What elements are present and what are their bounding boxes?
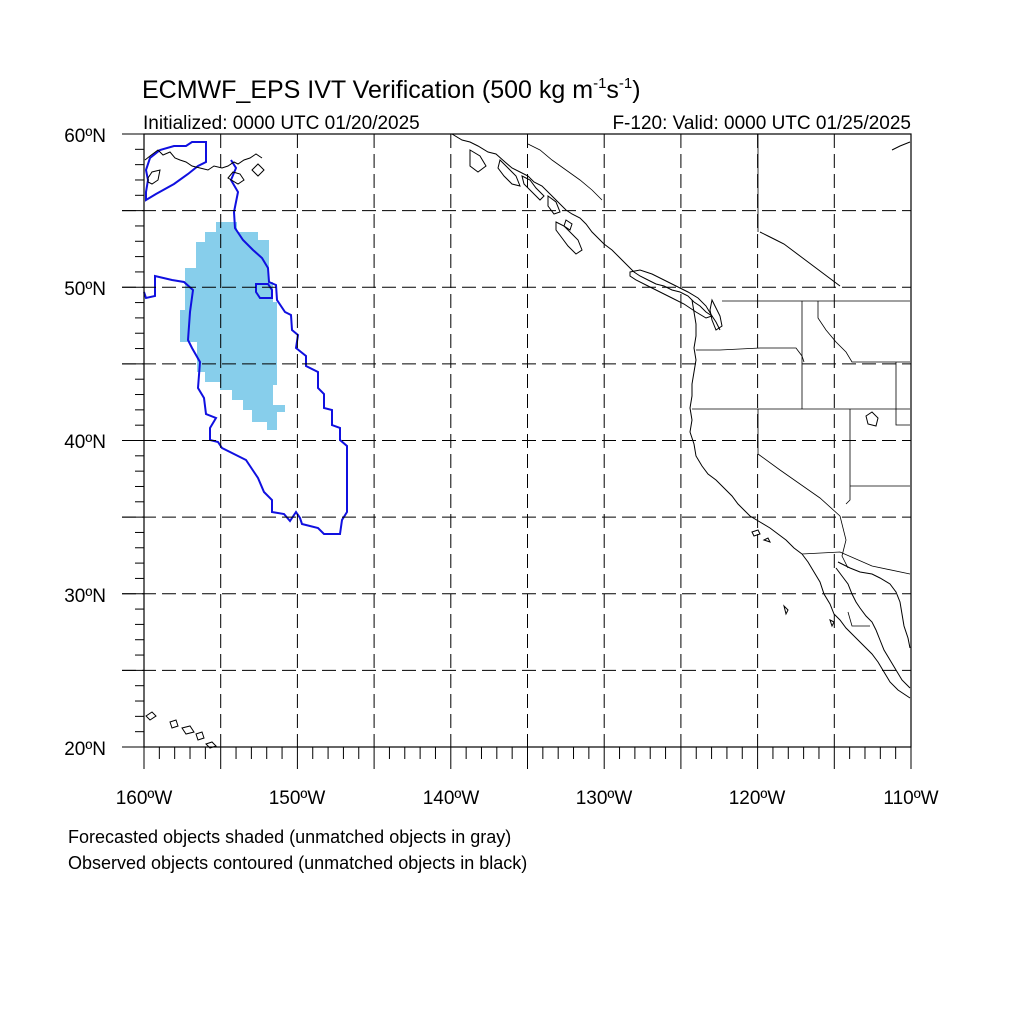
lon-label-130w: 130ºW bbox=[576, 788, 633, 809]
axis-ticks bbox=[122, 133, 912, 769]
lat-label-40n: 40ºN bbox=[64, 432, 106, 453]
observed-object-north bbox=[144, 141, 207, 202]
observed-object-notch bbox=[255, 283, 273, 299]
lat-label-50n: 50ºN bbox=[64, 279, 106, 300]
lon-label-150w: 150ºW bbox=[269, 788, 326, 809]
lon-label-110w: 110ºW bbox=[883, 788, 938, 809]
longitude-labels: 160ºW 150ºW 140ºW 130ºW 120ºW 110ºW bbox=[116, 788, 939, 809]
latitude-labels: 60ºN 50ºN 40ºN 30ºN 20ºN bbox=[64, 126, 106, 760]
lon-label-160w: 160ºW bbox=[116, 788, 173, 809]
graticule bbox=[122, 134, 911, 747]
footnote-forecast: Forecasted objects shaded (unmatched obj… bbox=[68, 827, 512, 847]
political-borders bbox=[527, 134, 911, 627]
lon-label-120w: 120ºW bbox=[729, 788, 786, 809]
footnote-observed: Observed objects contoured (unmatched ob… bbox=[68, 853, 528, 873]
initialized-label: Initialized: 0000 UTC 01/20/2025 bbox=[143, 113, 420, 134]
lat-label-60n: 60ºN bbox=[64, 126, 106, 147]
lon-label-140w: 140ºW bbox=[423, 788, 480, 809]
lat-label-30n: 30ºN bbox=[64, 586, 106, 607]
coastlines bbox=[144, 133, 911, 749]
map-title: ECMWF_EPS IVT Verification (500 kg m-1s-… bbox=[142, 75, 641, 104]
forecast-object bbox=[180, 222, 285, 430]
observed-object-main bbox=[143, 159, 348, 535]
valid-label: F-120: Valid: 0000 UTC 01/25/2025 bbox=[612, 113, 911, 134]
lat-label-20n: 20ºN bbox=[64, 739, 106, 760]
